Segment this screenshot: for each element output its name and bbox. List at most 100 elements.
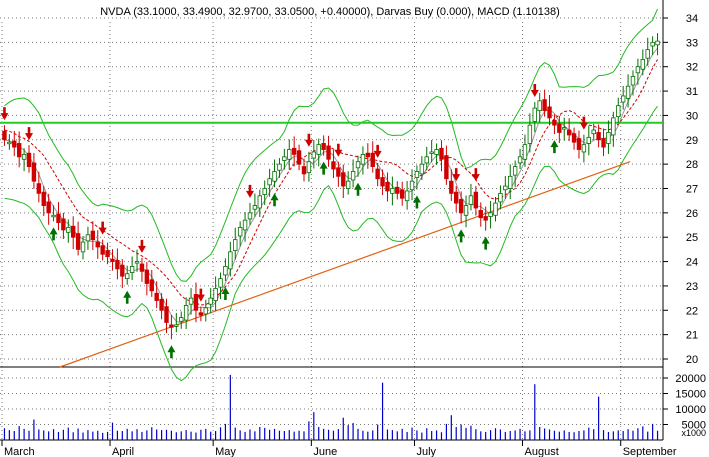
candle-body: [498, 192, 503, 203]
price-tick-label: 32: [686, 62, 698, 74]
candle-body: [591, 129, 596, 135]
price-tick-label: 31: [686, 86, 698, 98]
candle-body: [552, 119, 557, 126]
price-tick-label: 30: [686, 110, 698, 122]
buy-arrow-icon: [221, 287, 230, 301]
candle-body: [586, 136, 591, 144]
candle-body: [488, 212, 493, 217]
candle-body: [606, 132, 611, 144]
candle-body: [139, 263, 145, 272]
sell-arrow-icon: [25, 127, 34, 141]
candle-body: [85, 234, 91, 242]
sell-arrow-icon: [530, 84, 539, 98]
buy-arrow-icon: [319, 161, 328, 175]
candle-body: [164, 306, 169, 323]
candle-body: [581, 144, 587, 153]
candle-body: [134, 261, 140, 264]
candle-body: [321, 143, 326, 150]
green-lower-band-line: [4, 105, 658, 382]
candle-body: [267, 178, 272, 186]
candle-body: [51, 214, 56, 218]
candle-body: [252, 205, 258, 210]
candle-body: [400, 189, 405, 199]
candle-body: [80, 241, 86, 253]
candle-body: [326, 145, 331, 160]
x-tick-label: September: [623, 446, 677, 457]
candle-body: [66, 227, 71, 233]
candle-body: [213, 287, 218, 301]
candle-body: [655, 40, 660, 46]
price-tick-label: 34: [686, 13, 698, 25]
sell-arrow-icon: [304, 133, 313, 147]
candle-body: [46, 201, 51, 214]
buy-arrow-icon: [412, 195, 421, 209]
price-tick-label: 23: [686, 281, 698, 293]
price-candles: [2, 33, 660, 340]
candle-body: [7, 141, 12, 145]
candle-body: [360, 153, 366, 165]
candle-body: [223, 266, 228, 276]
candle-body: [429, 151, 434, 154]
candle-body: [2, 130, 7, 141]
candle-body: [449, 180, 454, 194]
price-gridlines: [0, 17, 663, 440]
volume-axis-ticks: 5000 10000 15000 20000 x1000: [663, 373, 706, 438]
price-tick-label: 25: [686, 232, 698, 244]
candle-body: [576, 138, 582, 150]
candle-body: [16, 143, 22, 158]
candle-body: [532, 107, 537, 122]
chart-title: NVDA (33.1000, 33.4900, 32.9700, 33.0500…: [100, 6, 560, 18]
candle-body: [198, 312, 204, 316]
candle-body: [439, 147, 444, 160]
candle-body: [419, 163, 425, 175]
candle-body: [203, 307, 208, 315]
candle-body: [458, 199, 464, 214]
volume-tick-label: 20000: [675, 373, 706, 385]
candle-body: [625, 85, 631, 99]
candle-body: [183, 305, 189, 321]
candle-body: [478, 210, 483, 219]
candle-body: [454, 191, 459, 204]
candle-body: [95, 241, 100, 248]
x-tick-label: March: [4, 446, 35, 457]
candle-body: [517, 156, 523, 164]
candle-body: [375, 168, 380, 180]
candle-body: [414, 171, 420, 178]
candle-body: [301, 166, 307, 175]
candle-body: [542, 99, 547, 111]
candle-body: [616, 105, 621, 118]
candle-body: [395, 186, 400, 194]
x-axis-labels: March April May June July August September: [1, 440, 677, 457]
candle-body: [26, 152, 32, 167]
candle-body: [350, 171, 356, 181]
candle-body: [129, 266, 135, 273]
trend-line: [59, 161, 631, 368]
candle-body: [120, 264, 125, 277]
price-tick-label: 24: [686, 257, 698, 269]
candle-body: [56, 213, 61, 223]
candle-body: [620, 95, 626, 103]
candle-body: [630, 76, 636, 86]
buy-arrow-icon: [457, 229, 466, 243]
sell-arrow-icon: [579, 116, 588, 130]
darvas-arrows: [0, 84, 588, 359]
buy-arrow-icon: [49, 227, 58, 241]
candle-body: [444, 155, 449, 180]
x-tick-label: June: [313, 446, 337, 457]
candle-body: [75, 233, 81, 250]
candle-body: [169, 324, 174, 328]
sell-arrow-icon: [98, 221, 107, 235]
candle-body: [311, 151, 317, 159]
buy-arrow-icon: [550, 140, 559, 154]
price-tick-label: 21: [686, 330, 698, 342]
candle-body: [571, 133, 577, 143]
candle-body: [341, 172, 346, 187]
candle-body: [385, 182, 390, 192]
candle-body: [473, 191, 479, 209]
candle-body: [125, 273, 130, 280]
candle-body: [100, 245, 105, 255]
candle-body: [296, 150, 302, 165]
candle-body: [31, 162, 37, 182]
